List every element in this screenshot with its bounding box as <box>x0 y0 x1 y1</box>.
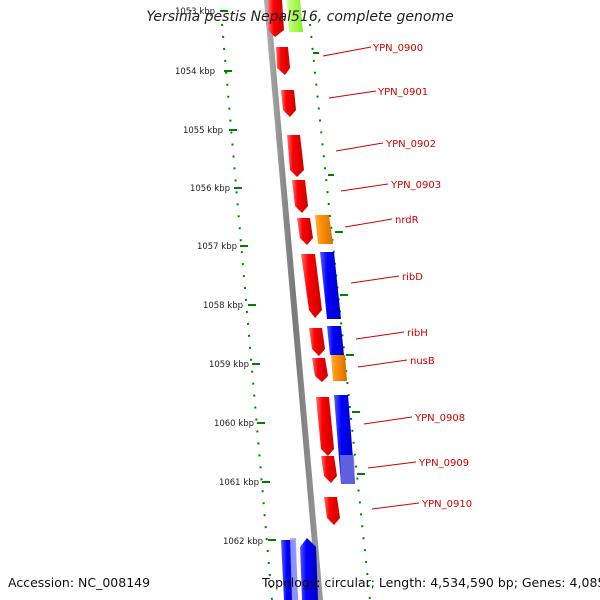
tick-label-1062: 1062 kbp <box>223 537 263 547</box>
leader-line <box>357 359 408 368</box>
gene-label-ypn-0908[interactable]: YPN_0908 <box>414 413 465 424</box>
label-leaders <box>322 46 420 510</box>
leader-line <box>340 183 389 192</box>
leader-line <box>371 502 420 510</box>
tick-label-1057: 1057 kbp <box>197 242 237 252</box>
scale-tick-labels: 1053 kbp 1054 kbp 1055 kbp 1056 kbp 1057… <box>175 7 263 547</box>
scale-dotted-line <box>221 23 273 600</box>
gene-forward[interactable] <box>268 0 284 37</box>
gene-reverse-bottom-right[interactable] <box>300 538 318 600</box>
gene-label-ypn-0901[interactable]: YPN_0901 <box>377 87 428 98</box>
gene-label-ribH[interactable]: ribH <box>407 328 428 339</box>
gene-ypn-0902[interactable] <box>287 135 304 177</box>
gene-label-ypn-0910[interactable]: YPN_0910 <box>421 499 472 510</box>
gene-ypn-0903[interactable] <box>292 180 308 213</box>
gene-nrdR[interactable] <box>315 215 333 244</box>
gene-ribD[interactable] <box>320 252 341 319</box>
accession-text: Accession: NC_008149 <box>8 575 151 590</box>
gene-reverse-highlight <box>290 538 298 600</box>
tick-label-1058: 1058 kbp <box>203 301 243 311</box>
leader-line <box>335 142 384 152</box>
tick-label-1061: 1061 kbp <box>219 478 259 488</box>
tick-label-1055: 1055 kbp <box>183 126 223 136</box>
gene-ypn-0909-reverse[interactable] <box>340 455 355 484</box>
gene-ypn-0901[interactable] <box>281 90 296 117</box>
leader-line <box>322 46 372 57</box>
scale-ticks <box>220 10 276 541</box>
gene-nusB[interactable] <box>331 355 347 381</box>
tick-label-1053: 1053 kbp <box>175 7 215 17</box>
tick-label-1060: 1060 kbp <box>214 419 254 429</box>
genome-backbone <box>264 0 323 600</box>
gene-nusB-upstream[interactable] <box>312 358 328 382</box>
genome-title: Yersinia pestis Nepal516, complete genom… <box>146 9 454 25</box>
gene-ypn-0908[interactable] <box>316 397 334 456</box>
tick-label-1059: 1059 kbp <box>209 360 249 370</box>
gene-ribH-upstream[interactable] <box>309 328 325 356</box>
gene-ypn-0900[interactable] <box>276 47 290 75</box>
gene-ypn-0909[interactable] <box>321 456 337 483</box>
gene-label-ypn-0902[interactable]: YPN_0902 <box>385 139 436 150</box>
leader-line <box>355 331 405 340</box>
gene-label-ribD[interactable]: ribD <box>402 272 423 283</box>
topology-text: Topology: circular; Length: 4,534,590 bp… <box>262 575 600 590</box>
gene-label-ypn-0909[interactable]: YPN_0909 <box>418 458 469 469</box>
leader-line <box>363 416 413 425</box>
tick-label-1056: 1056 kbp <box>190 184 230 194</box>
reverse-genes[interactable] <box>281 252 355 600</box>
leader-line <box>344 218 393 228</box>
gene-ribD-upstream[interactable] <box>301 254 322 318</box>
leader-line <box>367 461 417 469</box>
inner-ticks <box>313 52 365 475</box>
gene-label-ypn-0903[interactable]: YPN_0903 <box>390 180 441 191</box>
gene-label-nrdR[interactable]: nrdR <box>395 215 419 226</box>
gene-labels: YPN_0900 YPN_0901 YPN_0902 YPN_0903 nrdR… <box>372 43 472 510</box>
leader-line <box>328 90 377 99</box>
gene-ribH[interactable] <box>327 326 344 355</box>
gene-label-nusB[interactable]: nusB <box>410 356 435 367</box>
leader-line <box>350 275 400 284</box>
gene-ypn-0910[interactable] <box>324 497 340 525</box>
gene-nrdR-upstream[interactable] <box>297 218 313 245</box>
forward-genes[interactable] <box>268 0 340 525</box>
other-genes[interactable] <box>287 0 347 381</box>
gene-pale-top[interactable] <box>287 0 303 32</box>
tick-label-1054: 1054 kbp <box>175 67 215 77</box>
gene-label-ypn-0900[interactable]: YPN_0900 <box>372 43 423 54</box>
